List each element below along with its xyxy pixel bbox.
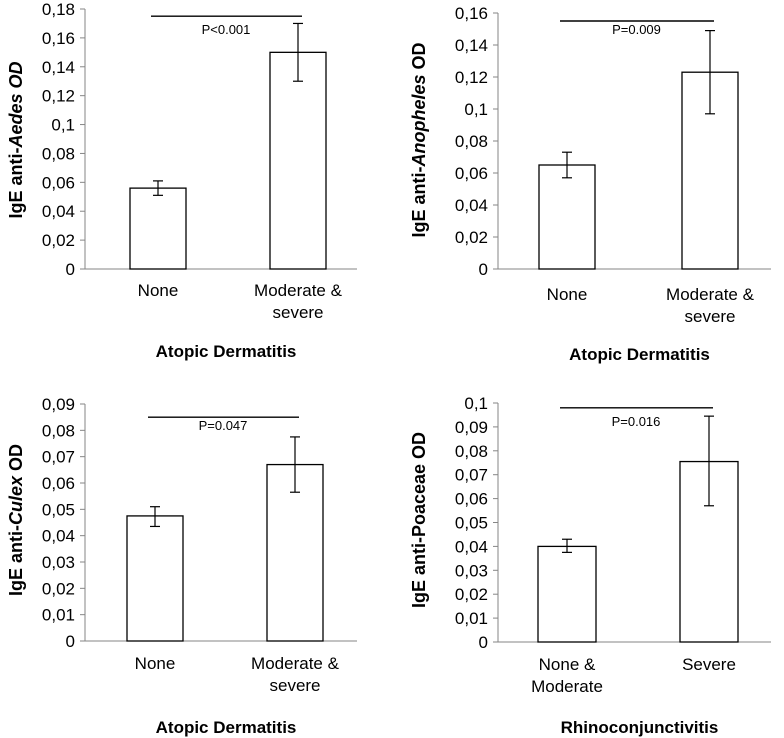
category-label: Moderate & xyxy=(254,281,343,300)
y-tick-label: 0,09 xyxy=(42,395,75,414)
chart-panel-culex: 0 0,01 0,02 0,03 0,04 0,05 0,06 0,07 0,08 0,09 Non… xyxy=(6,395,357,737)
bar xyxy=(681,71,739,270)
category-label: None & xyxy=(539,655,596,674)
y-tick-label: 0,14 xyxy=(42,58,75,77)
x-axis-title: Rhinoconjunctivitis xyxy=(561,718,719,737)
y-tick-label: 0,1 xyxy=(464,394,488,413)
y-tick-label: 0,16 xyxy=(455,4,488,23)
y-axis-title-part: OD xyxy=(409,42,429,74)
p-value-label: P=0.009 xyxy=(612,22,661,37)
y-tick-label: 0,02 xyxy=(455,228,488,247)
y-tick-label: 0,06 xyxy=(42,173,75,192)
category-label: severe xyxy=(684,307,735,326)
x-axis-title: Atopic Dermatitis xyxy=(569,345,710,364)
y-axis-title-part: Culex xyxy=(6,475,26,525)
bar xyxy=(126,515,184,642)
y-axis-title-part: IgE anti- xyxy=(409,167,429,238)
y-tick-label: 0,08 xyxy=(42,144,75,163)
y-axis-title: IgE anti-Poaceae OD xyxy=(409,432,429,608)
y-axis-title-part: OD xyxy=(6,444,26,476)
p-value-label: P<0.001 xyxy=(202,22,251,37)
y-axis-title-part: Anopheles xyxy=(409,75,429,168)
y-tick-label: 0,08 xyxy=(455,132,488,151)
y-tick-label: 0 xyxy=(479,633,488,652)
chart-panel-poaceae: 0 0,01 0,02 0,03 0,04 0,05 0,06 0,07 0,08 0,09 0,1… xyxy=(409,394,771,737)
y-tick-label: 0,1 xyxy=(464,100,488,119)
category-label: Moderate & xyxy=(251,654,340,673)
y-tick-label: 0,06 xyxy=(455,490,488,509)
y-tick-label: 0,09 xyxy=(455,418,488,437)
y-tick-label: 0,18 xyxy=(42,0,75,19)
category-label: None xyxy=(547,285,588,304)
y-tick-label: 0 xyxy=(479,260,488,279)
y-tick-label: 0,01 xyxy=(42,606,75,625)
y-tick-label: 0 xyxy=(66,260,75,279)
y-tick-label: 0,04 xyxy=(455,537,488,556)
y-tick-label: 0,12 xyxy=(42,87,75,106)
y-axis-title-part: IgE anti- xyxy=(6,148,26,219)
p-value-label: P=0.047 xyxy=(199,418,248,433)
y-axis-title-part: IgE anti- xyxy=(6,525,26,596)
y-tick-label: 0,04 xyxy=(42,202,75,221)
y-axis-title: IgE anti-Aedes OD xyxy=(6,61,26,218)
category-label: Moderate & xyxy=(666,285,755,304)
y-tick-label: 0,03 xyxy=(455,561,488,580)
category-label: Severe xyxy=(682,655,736,674)
y-tick-label: 0,1 xyxy=(51,116,75,135)
y-axis-title: IgE anti-Culex OD xyxy=(6,444,26,596)
p-value-label: P=0.016 xyxy=(612,414,661,429)
y-axis-title-part: IgE anti-Poaceae OD xyxy=(409,432,429,608)
y-tick-label: 0,06 xyxy=(42,474,75,493)
bar xyxy=(269,51,327,270)
chart-panel-anopheles: 0 0,02 0,04 0,06 0,08 0,1 0,12 0,14 0,16 None Mode… xyxy=(409,4,771,364)
y-tick-label: 0,06 xyxy=(455,164,488,183)
y-tick-label: 0,02 xyxy=(42,579,75,598)
y-tick-label: 0,03 xyxy=(42,553,75,572)
y-tick-label: 0,08 xyxy=(455,442,488,461)
y-axis-title-part: Aedes xyxy=(6,93,26,148)
bar xyxy=(537,545,597,643)
category-label: None xyxy=(138,281,179,300)
y-tick-label: 0,07 xyxy=(455,466,488,485)
y-tick-label: 0,05 xyxy=(455,514,488,533)
x-axis-title: Atopic Dermatitis xyxy=(156,718,297,737)
y-tick-label: 0,01 xyxy=(455,609,488,628)
bar xyxy=(129,187,187,270)
y-axis-title-part: OD xyxy=(6,61,26,93)
y-tick-label: 0,14 xyxy=(455,36,488,55)
bar xyxy=(538,164,596,270)
y-tick-label: 0,07 xyxy=(42,448,75,467)
category-label: severe xyxy=(269,676,320,695)
category-label: None xyxy=(135,654,176,673)
y-tick-label: 0,02 xyxy=(455,585,488,604)
y-axis-title: IgE anti-Anopheles OD xyxy=(409,42,429,237)
y-tick-label: 0,05 xyxy=(42,500,75,519)
chart-panel-aedes: 0 0,02 0,04 0,06 0,08 0,1 0,12 0,14 0,16 0,18 None… xyxy=(6,0,357,361)
y-tick-label: 0,08 xyxy=(42,421,75,440)
category-label: Moderate xyxy=(531,677,603,696)
y-tick-label: 0,04 xyxy=(455,196,488,215)
x-axis-title: Atopic Dermatitis xyxy=(156,342,297,361)
y-tick-label: 0,04 xyxy=(42,527,75,546)
y-tick-label: 0,02 xyxy=(42,231,75,250)
y-tick-label: 0 xyxy=(66,632,75,651)
y-tick-label: 0,16 xyxy=(42,29,75,48)
category-label: severe xyxy=(272,303,323,322)
y-tick-label: 0,12 xyxy=(455,68,488,87)
